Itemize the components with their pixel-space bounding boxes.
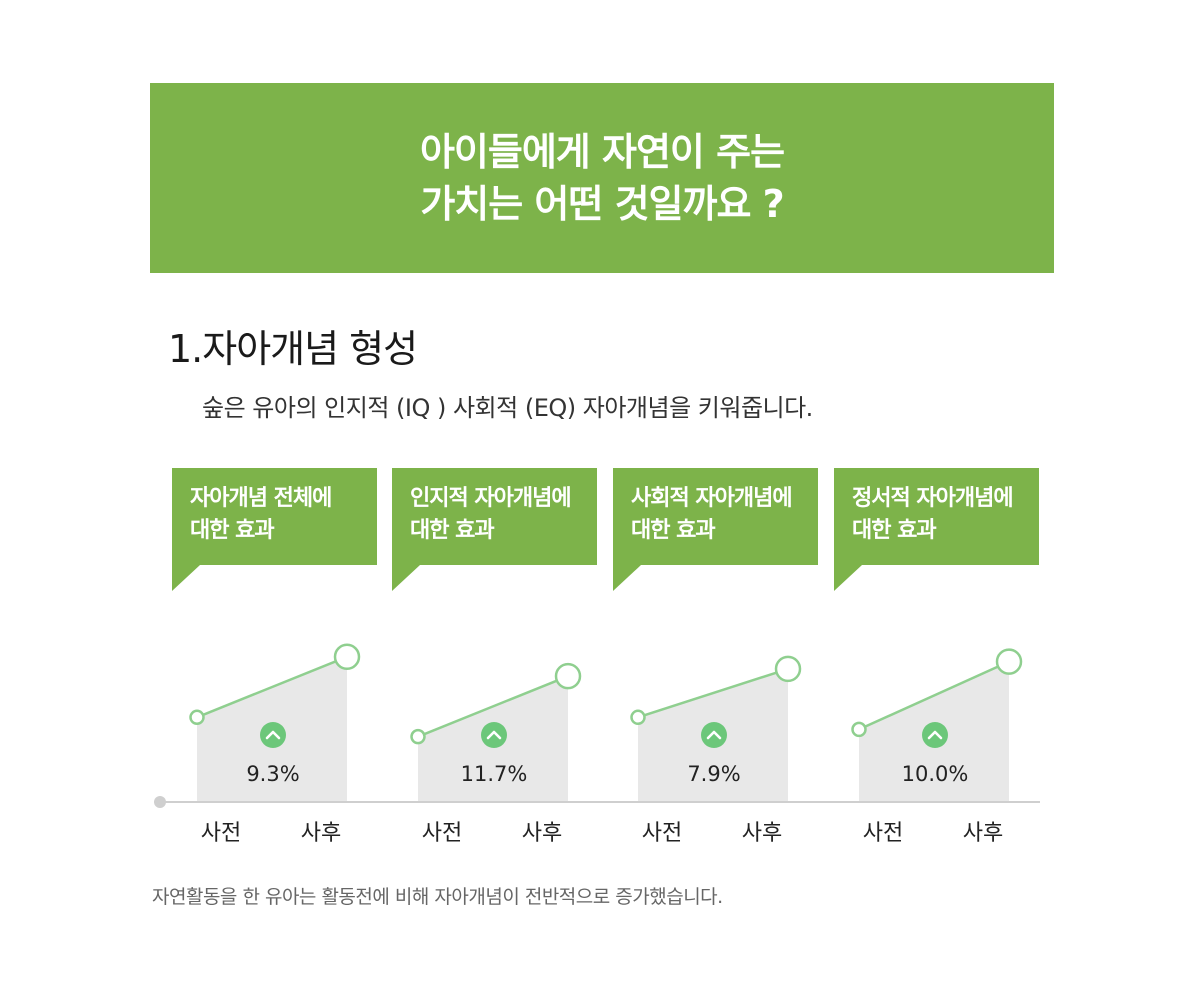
panel-label-4-line-1: 정서적 자아개념에 <box>852 486 1014 511</box>
footnote: 자연활동을 한 유아는 활동전에 비해 자아개념이 전반적으로 증가했습니다. <box>152 886 723 908</box>
panel-1-series-line <box>196 655 348 719</box>
panel-4-point-before <box>851 721 867 738</box>
panel-label-3-line-1: 사회적 자아개념에 <box>631 486 793 511</box>
panel-label-2-line-1: 인지적 자아개념에 <box>410 486 572 511</box>
panel-2-point-before <box>410 728 426 745</box>
title-banner: 아이들에게 자연이 주는 가치는 어떤 것일까요 ? <box>150 83 1054 273</box>
panel-2-change-label: 11.7% <box>461 762 528 786</box>
panel-4-tick-1: 사전 <box>863 821 903 846</box>
panel-label-2: 인지적 자아개념에 대한 효과 <box>392 468 597 591</box>
panel-4-series-line <box>858 660 1010 731</box>
panel-3-tick-2: 사후 <box>742 821 782 846</box>
panel-label-4-line-2: 대한 효과 <box>852 518 937 543</box>
panel-1-tick-1: 사전 <box>201 821 241 846</box>
panel-label-1-line-2: 대한 효과 <box>190 518 275 543</box>
panel-4-increase-badge <box>922 722 948 748</box>
panel-1-point-before <box>189 709 205 726</box>
panel-4-chevron-up-icon <box>927 730 943 740</box>
panel-3-chevron-up-icon <box>706 730 722 740</box>
panel-3-point-before <box>630 709 646 726</box>
axis-origin-dot <box>154 796 166 808</box>
panel-3-change-label: 7.9% <box>687 762 740 786</box>
panel-1-tick-2: 사후 <box>301 821 341 846</box>
panel-4-change-label: 10.0% <box>902 762 969 786</box>
panel-4-point-after <box>995 648 1023 675</box>
panel-3-tick-1: 사전 <box>642 821 682 846</box>
panel-2-point-after <box>554 662 582 690</box>
panel-1-increase-badge <box>260 722 286 748</box>
panel-2-chevron-up-icon <box>486 730 502 740</box>
panel-2-series-line <box>417 675 569 738</box>
panel-3-increase-badge <box>701 722 727 748</box>
banner-title-line-2: 가치는 어떤 것일까요 ? <box>420 182 784 226</box>
panel-1-change-label: 9.3% <box>246 762 299 786</box>
section-description: 숲은 유아의 인지적 (IQ ) 사회적 (EQ) 자아개념을 키워줍니다. <box>202 394 813 422</box>
panel-label-3: 사회적 자아개념에 대한 효과 <box>613 468 818 591</box>
panel-2-tick-1: 사전 <box>422 821 462 846</box>
panel-label-2-line-2: 대한 효과 <box>410 518 495 543</box>
panel-1-chevron-up-icon <box>265 730 281 740</box>
section-title: 1.자아개념 형성 <box>168 327 418 371</box>
panel-2-tick-2: 사후 <box>522 821 562 846</box>
panel-3-series-line <box>637 667 789 719</box>
panel-2-increase-badge <box>481 722 507 748</box>
panel-label-1: 자아개념 전체에 대한 효과 <box>172 468 377 591</box>
panel-label-1-line-1: 자아개념 전체에 <box>190 486 332 511</box>
panel-label-3-line-2: 대한 효과 <box>631 518 716 543</box>
panel-1-point-after <box>333 643 361 671</box>
panel-4-tick-2: 사후 <box>963 821 1003 846</box>
panel-label-4: 정서적 자아개념에 대한 효과 <box>834 468 1039 591</box>
panel-3-point-after <box>774 655 802 683</box>
banner-title-line-1: 아이들에게 자연이 주는 <box>419 130 785 174</box>
